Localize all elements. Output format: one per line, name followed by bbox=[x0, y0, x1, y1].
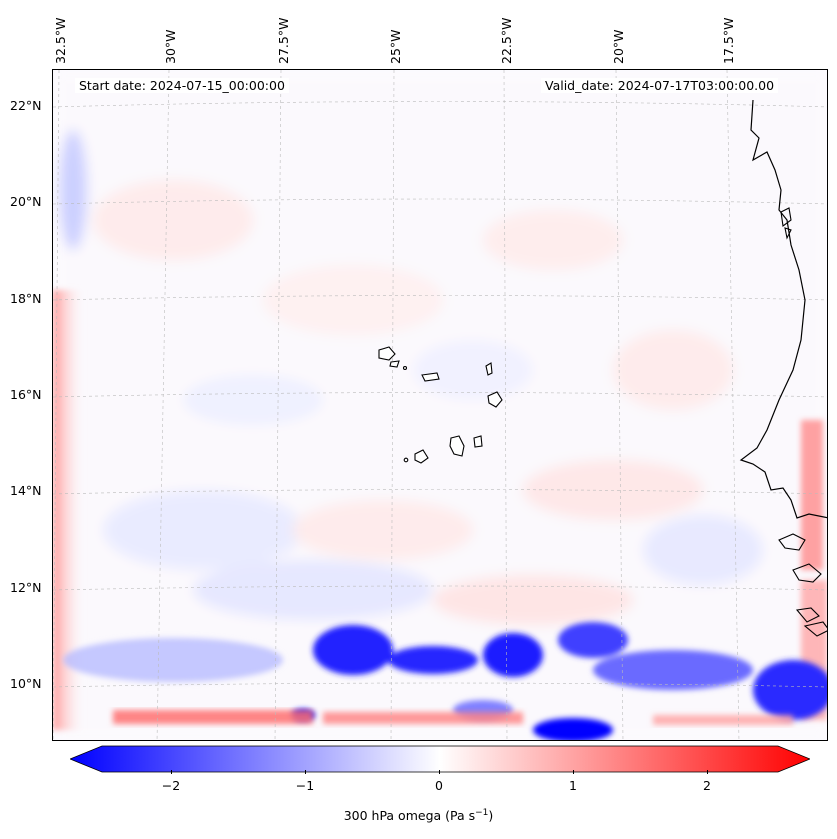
negative-omega-band bbox=[63, 622, 827, 740]
gridlines bbox=[53, 70, 827, 740]
lon-label-32-5w: 32.5°W bbox=[53, 17, 68, 64]
cb-tick-mark-0 bbox=[439, 770, 440, 774]
lat-label-12n: 12°N bbox=[10, 580, 42, 595]
positive-omega-band bbox=[113, 710, 793, 725]
cape-verde-islands bbox=[378, 346, 503, 464]
lat-label-10n: 10°N bbox=[10, 676, 42, 691]
map-panel bbox=[52, 69, 828, 741]
valid-date-label: Valid_date: 2024-07-17T03:00:00.00 bbox=[541, 78, 779, 93]
colorbar bbox=[70, 745, 810, 773]
cb-tick-label-neg1: −1 bbox=[295, 778, 315, 793]
cb-tick-mark-1 bbox=[573, 770, 574, 774]
coastline bbox=[739, 99, 827, 519]
lon-label-30w: 30°W bbox=[163, 29, 178, 64]
lon-label-25w: 25°W bbox=[388, 29, 403, 64]
cb-tick-mark-neg1 bbox=[305, 770, 306, 774]
lon-label-22-5w: 22.5°W bbox=[499, 17, 514, 64]
start-date-label: Start date: 2024-07-15_00:00:00 bbox=[75, 78, 289, 93]
background-patches bbox=[53, 70, 827, 740]
lon-label-27-5w: 27.5°W bbox=[276, 17, 291, 64]
colorbar-label: 300 hPa omega (Pa s−1) bbox=[343, 808, 494, 824]
lat-label-18n: 18°N bbox=[10, 291, 42, 306]
cb-tick-label-0: 0 bbox=[435, 778, 443, 793]
coast-islands bbox=[778, 207, 827, 637]
lon-label-17-5w: 17.5°W bbox=[721, 17, 736, 64]
lat-label-14n: 14°N bbox=[10, 483, 42, 498]
lat-label-20n: 20°N bbox=[10, 194, 42, 209]
cb-tick-label-1: 1 bbox=[569, 778, 577, 793]
cb-tick-mark-neg2 bbox=[171, 770, 172, 774]
lat-label-16n: 16°N bbox=[10, 387, 42, 402]
lat-label-22n: 22°N bbox=[10, 98, 42, 113]
lon-label-20w: 20°W bbox=[611, 29, 626, 64]
cb-tick-label-2: 2 bbox=[703, 778, 711, 793]
cb-tick-label-neg2: −2 bbox=[161, 778, 181, 793]
omega-field-map bbox=[53, 70, 827, 740]
cb-tick-mark-2 bbox=[707, 770, 708, 774]
